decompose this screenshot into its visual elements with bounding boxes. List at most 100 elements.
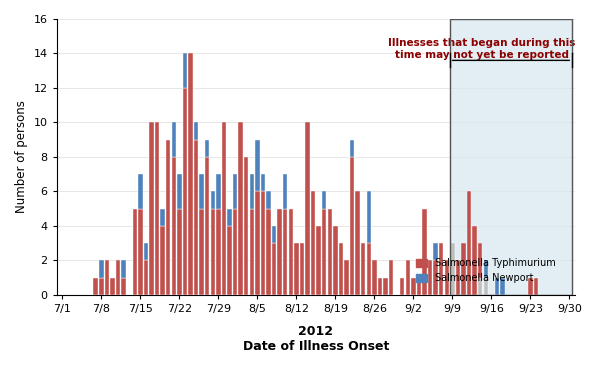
Bar	[238, 123, 243, 295]
Bar	[194, 140, 198, 295]
Bar	[467, 191, 472, 295]
Bar	[182, 88, 187, 295]
Bar	[328, 209, 332, 295]
Bar	[450, 277, 455, 295]
Bar	[433, 261, 438, 295]
Bar	[110, 277, 115, 295]
Bar	[266, 209, 271, 295]
Bar	[350, 140, 355, 157]
Bar	[534, 277, 538, 295]
Bar	[367, 243, 371, 295]
Bar	[143, 261, 148, 295]
Bar	[439, 243, 443, 295]
Bar	[456, 261, 460, 295]
Bar	[305, 123, 310, 295]
Bar	[133, 209, 137, 295]
Bar	[316, 226, 321, 295]
Bar	[322, 191, 326, 209]
Bar	[266, 191, 271, 209]
Bar	[149, 123, 154, 295]
Bar	[121, 261, 126, 277]
Bar	[177, 174, 182, 209]
Bar	[255, 140, 260, 191]
Bar	[383, 277, 388, 295]
Bar	[372, 261, 377, 295]
Bar	[211, 209, 215, 295]
Bar	[389, 261, 394, 295]
Bar	[227, 209, 232, 226]
Bar	[449, 19, 572, 295]
Bar	[233, 174, 237, 209]
Bar	[299, 243, 304, 295]
Bar	[188, 53, 193, 295]
Bar	[500, 277, 505, 295]
Bar	[367, 191, 371, 243]
Bar	[199, 174, 204, 209]
Bar	[484, 277, 488, 295]
Bar	[445, 261, 449, 295]
Bar	[350, 157, 355, 295]
Bar	[255, 191, 260, 295]
Bar	[378, 277, 382, 295]
Bar	[194, 123, 198, 140]
Bar	[484, 261, 488, 277]
Bar	[450, 243, 455, 295]
Bar	[211, 191, 215, 209]
Bar	[422, 209, 427, 295]
Bar	[495, 277, 499, 295]
Bar	[260, 191, 265, 295]
Bar	[472, 226, 477, 295]
X-axis label: 2012
Date of Illness Onset: 2012 Date of Illness Onset	[242, 325, 389, 353]
Bar	[155, 123, 159, 295]
Bar	[272, 226, 276, 243]
Bar	[205, 157, 209, 295]
Bar	[244, 157, 248, 295]
Bar	[528, 277, 533, 295]
Bar	[355, 191, 360, 295]
Bar	[361, 243, 365, 295]
Bar	[400, 277, 404, 295]
Bar	[138, 174, 143, 209]
Bar	[199, 209, 204, 295]
Bar	[116, 261, 120, 295]
Bar	[283, 174, 287, 209]
Bar	[433, 243, 438, 261]
Bar	[406, 261, 410, 295]
Bar	[478, 277, 482, 295]
Bar	[411, 277, 416, 295]
Bar	[216, 174, 221, 209]
Bar	[333, 226, 338, 295]
Bar	[104, 261, 109, 295]
Bar	[250, 209, 254, 295]
Bar	[172, 157, 176, 295]
Bar	[216, 209, 221, 295]
Bar	[428, 261, 433, 295]
Bar	[277, 209, 282, 295]
Bar	[260, 174, 265, 191]
Bar	[94, 277, 98, 295]
Bar	[172, 123, 176, 157]
Bar	[182, 53, 187, 88]
Legend: Salmonella Typhimurium, Salmonella Newport: Salmonella Typhimurium, Salmonella Newpo…	[412, 255, 560, 287]
Bar	[138, 209, 143, 295]
Bar	[322, 209, 326, 295]
Bar	[160, 226, 165, 295]
Bar	[484, 277, 488, 295]
Bar	[166, 140, 170, 295]
Bar	[283, 209, 287, 295]
Bar	[227, 226, 232, 295]
Bar	[205, 140, 209, 157]
Bar	[417, 277, 421, 295]
Bar	[177, 209, 182, 295]
Bar	[272, 243, 276, 295]
Bar	[461, 243, 466, 295]
Bar	[478, 243, 482, 295]
Bar	[143, 243, 148, 261]
Bar	[99, 277, 104, 295]
Bar	[160, 209, 165, 226]
Bar	[289, 209, 293, 295]
Bar	[99, 261, 104, 277]
Y-axis label: Number of persons: Number of persons	[15, 100, 28, 213]
Bar	[233, 209, 237, 295]
Text: Illnesses that began during this
time may not yet be reported: Illnesses that began during this time ma…	[388, 38, 575, 60]
